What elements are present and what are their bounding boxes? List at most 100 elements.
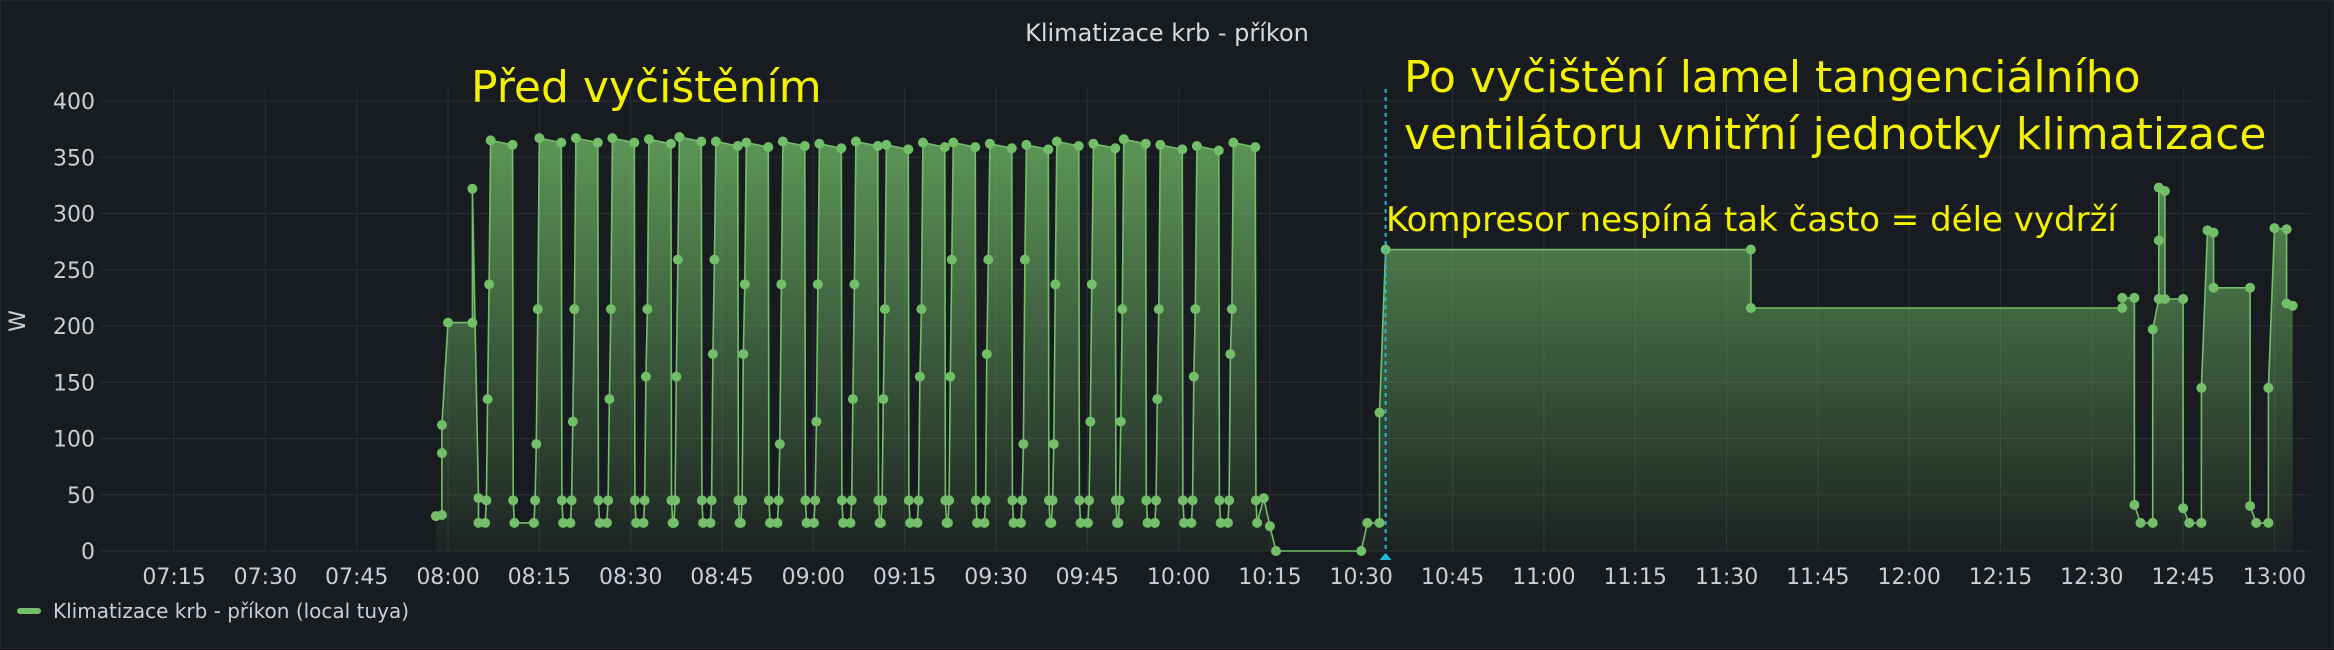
x-tick-label: 08:00: [416, 565, 479, 590]
data-point: [2129, 499, 2140, 510]
data-point: [945, 371, 956, 382]
data-point: [1086, 279, 1097, 290]
y-tick-label: 300: [53, 203, 95, 228]
data-point: [604, 394, 615, 405]
data-point: [1046, 517, 1057, 528]
data-point: [1252, 517, 1263, 528]
data-point: [480, 517, 491, 528]
data-point: [878, 394, 889, 405]
x-tick-label: 09:30: [964, 565, 1027, 590]
data-point: [1141, 495, 1152, 506]
data-point: [706, 495, 717, 506]
data-point: [2287, 300, 2298, 311]
data-point: [1250, 495, 1261, 506]
data-point: [1153, 304, 1164, 315]
data-point: [948, 137, 959, 148]
data-point: [1374, 517, 1385, 528]
data-point: [810, 495, 821, 506]
data-point: [593, 495, 604, 506]
data-point: [2159, 186, 2170, 196]
data-point: [981, 349, 992, 360]
data-point: [916, 304, 927, 315]
x-tick-label: 10:00: [1147, 565, 1210, 590]
data-point: [972, 517, 983, 528]
data-point: [776, 279, 787, 290]
data-point: [1051, 136, 1062, 147]
data-point: [2269, 223, 2280, 234]
data-point: [2153, 235, 2164, 246]
data-point: [640, 371, 651, 382]
data-point: [467, 317, 478, 328]
data-point: [970, 142, 981, 153]
data-point: [763, 142, 774, 153]
data-point: [1047, 495, 1058, 506]
data-point: [2281, 224, 2292, 235]
data-point: [2263, 517, 2274, 528]
data-point: [534, 133, 545, 144]
data-point: [1088, 138, 1099, 149]
annotation-after-cleaning-line1: Po vyčištění lamel tangenciálního: [1404, 52, 2141, 103]
data-point: [984, 138, 995, 149]
y-tick-label: 350: [53, 146, 95, 171]
data-point: [696, 136, 707, 147]
y-tick-label: 50: [67, 484, 95, 509]
data-point: [638, 517, 649, 528]
x-tick-label: 11:30: [1695, 565, 1758, 590]
data-point: [774, 439, 785, 450]
data-point: [838, 517, 849, 528]
data-point: [508, 495, 519, 506]
legend-label[interactable]: Klimatizace krb - příkon (local tuya): [53, 599, 409, 623]
data-point: [481, 495, 492, 506]
data-point: [2263, 382, 2274, 393]
data-point: [639, 495, 650, 506]
data-point: [970, 495, 981, 506]
data-point: [1258, 493, 1269, 504]
x-tick-label: 09:45: [1056, 565, 1119, 590]
data-point: [980, 495, 991, 506]
data-point: [1082, 517, 1093, 528]
data-point: [1017, 495, 1028, 506]
data-point: [1188, 371, 1199, 382]
data-point: [765, 517, 776, 528]
annotation-compressor-note: Kompresor nespíná tak často = déle vydrž…: [1386, 200, 2118, 240]
data-point: [1117, 304, 1128, 315]
data-point: [443, 317, 454, 328]
data-point: [1006, 143, 1017, 154]
data-point: [707, 349, 718, 360]
data-point: [732, 141, 743, 151]
data-point: [1015, 517, 1026, 528]
data-point: [914, 371, 925, 382]
data-point: [531, 439, 542, 450]
data-point: [1075, 517, 1086, 528]
legend[interactable]: Klimatizace krb - příkon (local tuya): [17, 599, 409, 623]
data-point: [569, 304, 580, 315]
data-point: [2117, 303, 2128, 313]
data-point: [808, 517, 819, 528]
x-axis-ticks: 07:15 07:30 07:45 08:00 08:15 08:30 08:45 09:00…: [142, 565, 2306, 590]
data-point: [1228, 137, 1239, 148]
data-point: [845, 517, 856, 528]
data-point: [912, 517, 923, 528]
data-point: [814, 138, 825, 149]
data-point: [1113, 517, 1124, 528]
annotation-marker: [1379, 89, 1392, 560]
x-tick-label: 11:00: [1512, 565, 1575, 590]
data-point: [2208, 282, 2219, 293]
data-point: [2208, 227, 2219, 238]
data-point: [710, 136, 721, 147]
data-point: [2245, 282, 2256, 293]
data-point: [913, 495, 924, 506]
data-point: [872, 141, 883, 151]
data-point: [1356, 546, 1367, 556]
x-tick-label: 12:15: [1969, 565, 2032, 590]
data-point: [484, 279, 495, 290]
data-point: [665, 138, 676, 149]
data-point: [436, 448, 447, 459]
panel-title[interactable]: Klimatizace krb - příkon: [1025, 19, 1309, 47]
data-point: [567, 416, 578, 427]
data-point: [1021, 139, 1032, 150]
data-point: [607, 133, 618, 144]
data-point: [507, 139, 518, 150]
data-point: [1374, 407, 1385, 418]
data-point: [801, 517, 812, 528]
